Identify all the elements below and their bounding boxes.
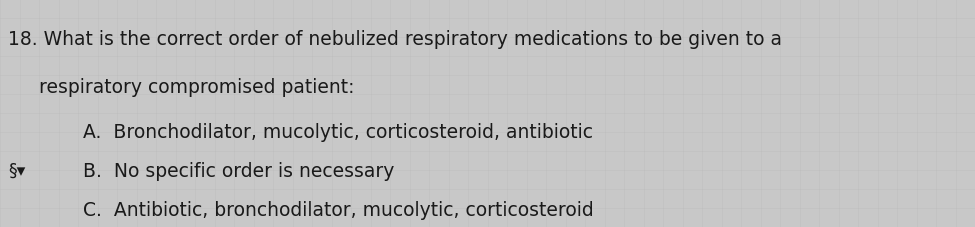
Text: §▾: §▾ [8, 161, 25, 179]
Text: 18. What is the correct order of nebulized respiratory medications to be given t: 18. What is the correct order of nebuliz… [8, 30, 782, 48]
Text: respiratory compromised patient:: respiratory compromised patient: [27, 77, 355, 96]
Text: C.  Antibiotic, bronchodilator, mucolytic, corticosteroid: C. Antibiotic, bronchodilator, mucolytic… [83, 200, 594, 219]
Text: A.  Bronchodilator, mucolytic, corticosteroid, antibiotic: A. Bronchodilator, mucolytic, corticoste… [83, 123, 593, 141]
Text: B.  No specific order is necessary: B. No specific order is necessary [83, 161, 394, 180]
